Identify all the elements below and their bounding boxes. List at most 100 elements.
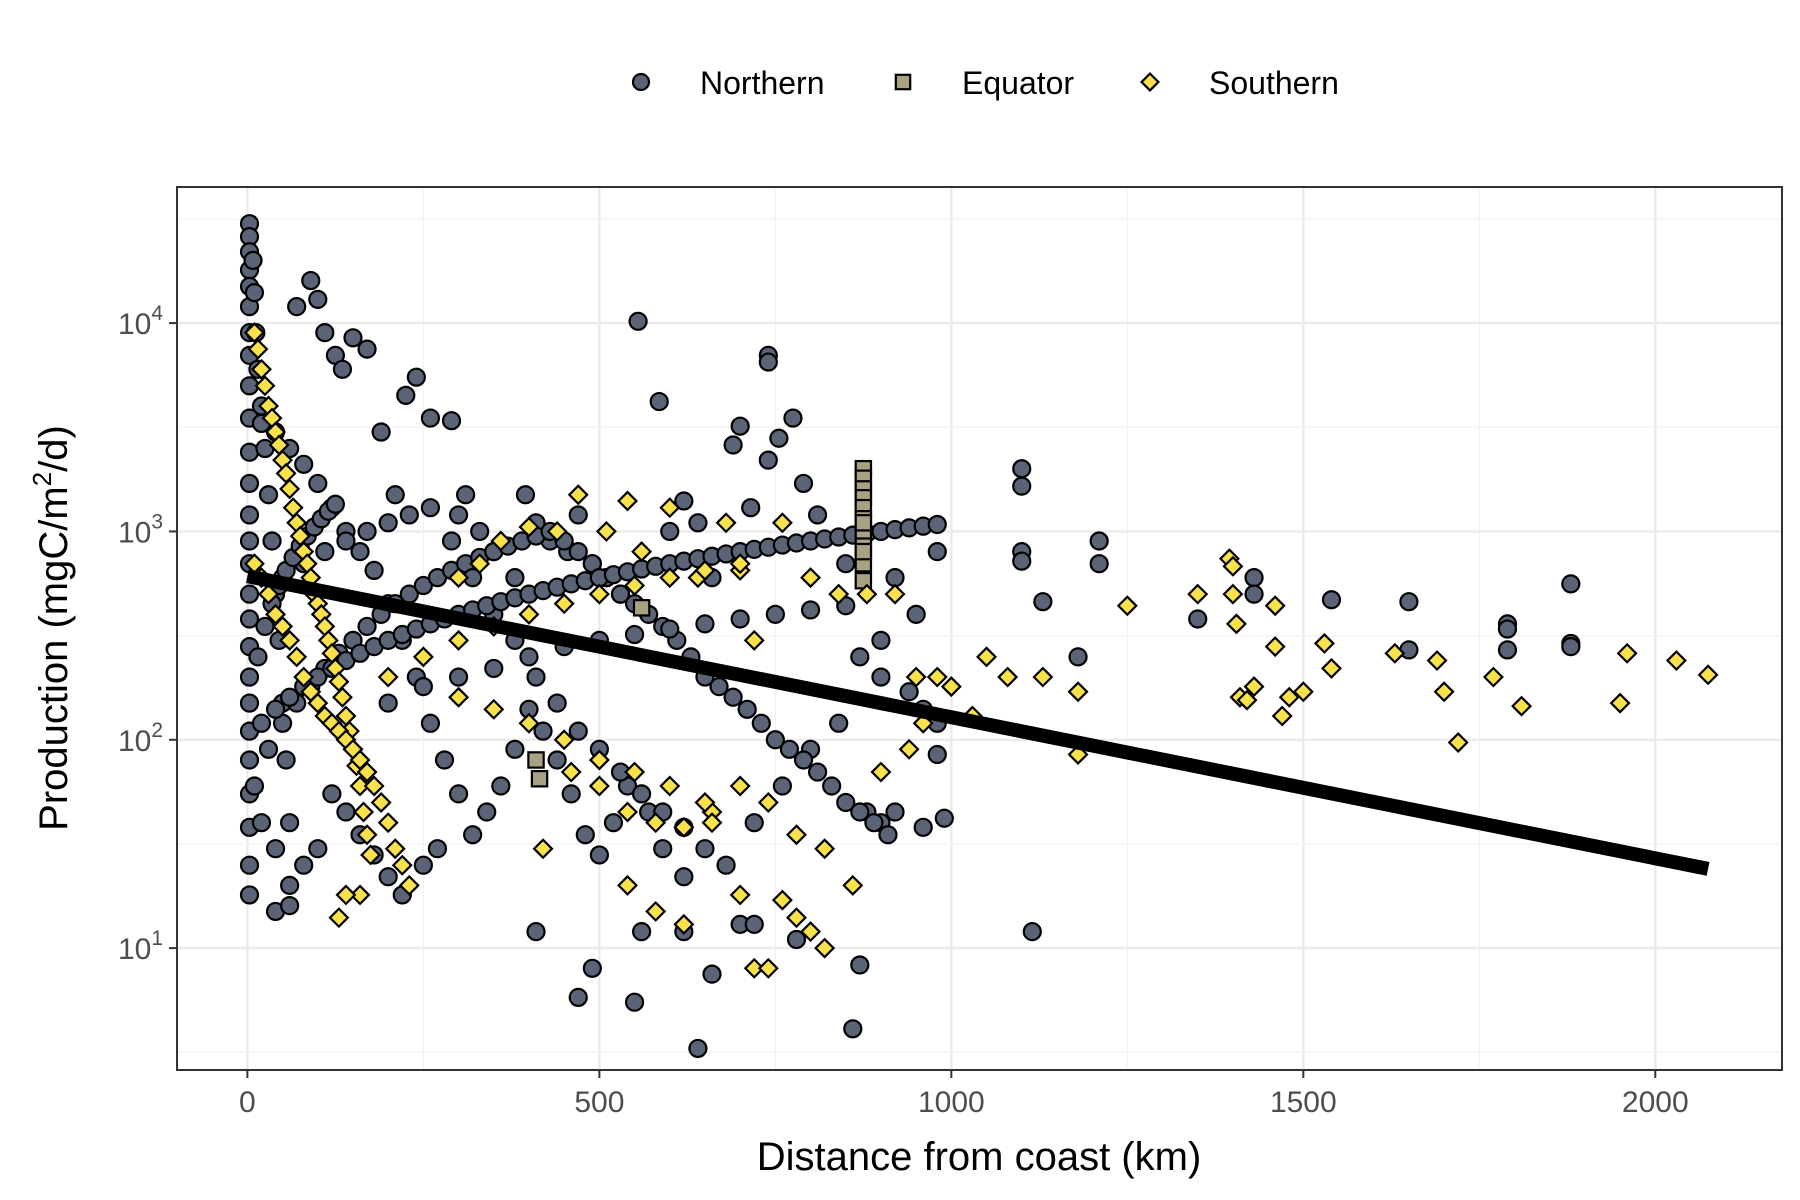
point-southern [617,801,639,823]
point-northern [357,616,377,637]
point-southern [1032,666,1054,688]
point-southern [673,913,695,935]
point-southern [588,583,610,605]
legend-key-northern [631,72,651,92]
point-northern [357,339,377,359]
point-northern [308,289,328,309]
point-northern [624,992,645,1012]
point-northern [582,958,602,978]
point-southern [1116,595,1138,617]
point-equator [632,599,651,617]
point-northern [568,505,588,525]
point-southern [673,816,695,838]
point-southern [1384,642,1406,664]
point-southern [518,603,540,625]
point-northern [315,323,335,343]
point-northern [463,825,483,845]
point-southern [1609,692,1631,714]
point-southern [258,583,279,605]
point-northern [505,568,525,588]
point-southern [1616,642,1638,664]
point-southern [1222,555,1244,577]
x-tick-label: 2000 [1622,1086,1689,1119]
point-southern [490,530,512,552]
point-northern [660,619,680,639]
point-southern [272,615,294,637]
legend-key-equator [894,73,912,91]
point-northern [251,713,272,733]
point-southern [729,775,751,797]
point-northern [1089,531,1109,551]
point-southern [553,729,575,751]
point-northern [744,914,764,934]
point-southern [1243,676,1265,698]
point-southern [553,593,575,615]
point-southern [293,666,315,688]
point-southern [940,676,962,698]
point-southern [384,838,406,860]
point-northern [822,776,842,796]
point-northern [1188,609,1208,629]
point-northern [575,825,595,845]
point-northern [280,687,300,707]
point-northern [547,750,567,770]
point-southern [645,900,667,922]
point-northern [477,802,497,822]
y-tick-label: 104 [118,302,163,341]
point-northern [1012,551,1032,571]
point-northern [448,505,469,525]
point-northern [800,600,821,620]
point-northern [243,250,263,270]
point-southern [279,478,301,500]
point-northern [1321,590,1342,610]
point-northern [406,367,426,387]
point-northern [378,513,398,533]
point-northern [248,647,268,667]
point-northern [336,531,356,551]
point-southern [356,761,378,783]
point-northern [913,817,933,837]
point-southern [701,812,723,834]
point-northern [396,385,416,405]
trend-line [246,569,1710,876]
point-northern [1244,584,1264,604]
point-northern [484,658,504,679]
point-northern [265,839,286,859]
point-northern [526,667,546,687]
point-southern [757,792,779,813]
point-southern [905,666,927,688]
point-northern [829,713,849,733]
point-southern [1511,695,1533,717]
point-northern [420,408,441,428]
point-northern [262,531,282,551]
point-southern [353,801,375,823]
point-northern [568,987,588,1008]
point-southern [926,666,948,688]
point-northern [568,721,588,741]
point-southern [617,874,639,896]
point-northern [899,682,919,702]
point-northern [427,839,448,859]
point-northern [674,867,694,887]
point-southern [412,646,434,668]
point-northern [723,435,743,455]
point-northern [878,825,898,845]
point-southern [659,567,681,589]
point-northern [1012,459,1032,479]
point-northern [413,676,433,697]
point-southern [800,921,822,943]
point-southern [1278,686,1300,708]
point-southern [349,884,371,906]
point-southern [588,749,610,771]
point-northern [515,485,536,505]
point-northern [239,584,260,604]
point-southern [1067,743,1089,765]
point-southern [814,937,836,959]
point-southern [1264,595,1286,617]
point-southern [243,322,265,344]
x-tick-label: 0 [239,1086,256,1119]
point-equator [854,542,873,561]
point-northern [702,964,722,984]
point-northern [325,494,345,514]
